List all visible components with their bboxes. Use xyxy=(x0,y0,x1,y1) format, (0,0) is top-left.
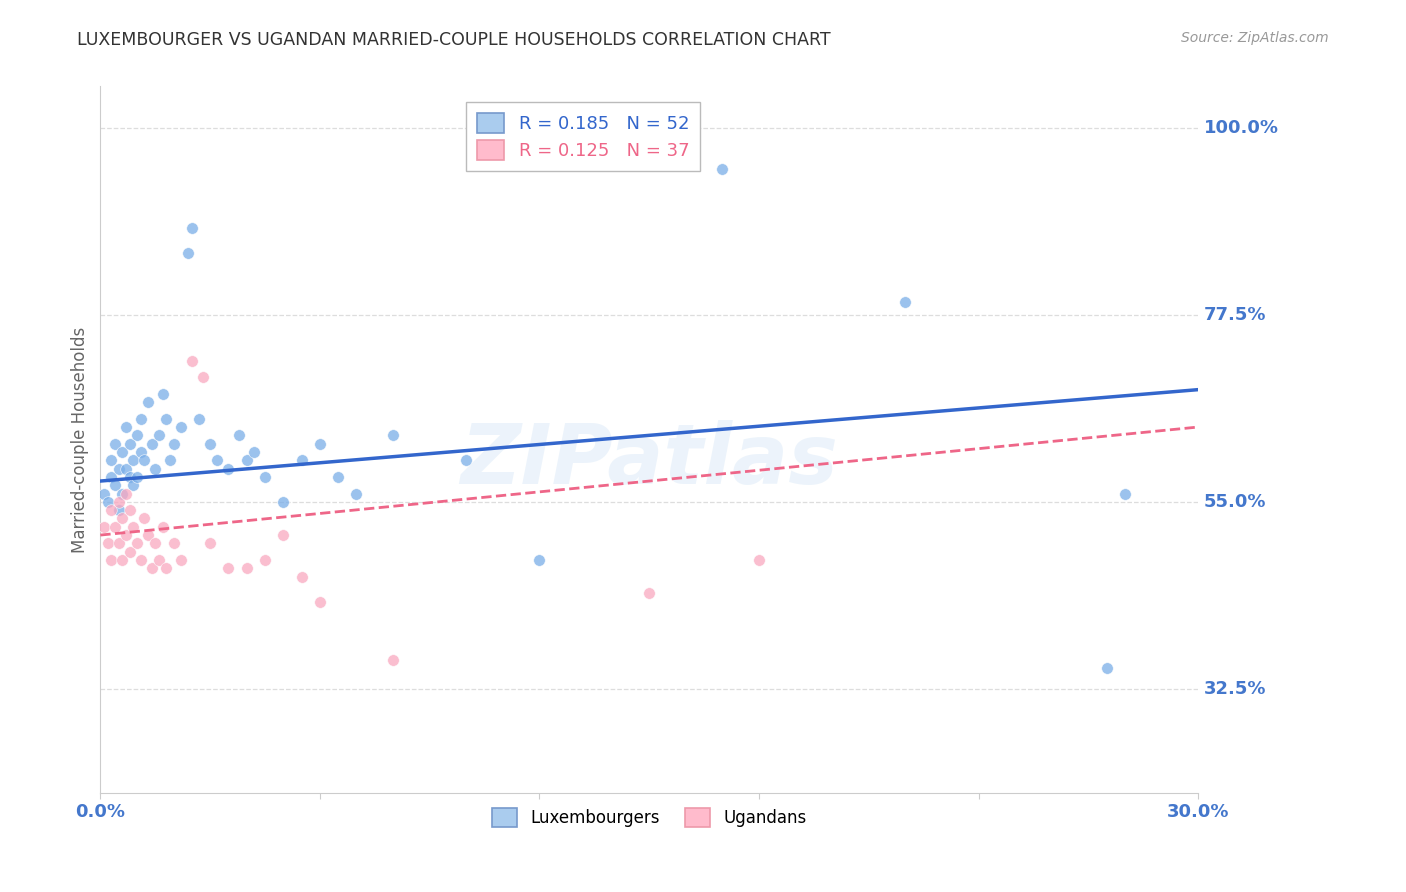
Point xyxy=(162,536,184,550)
Point xyxy=(159,453,181,467)
Text: 32.5%: 32.5% xyxy=(1204,680,1265,698)
Point xyxy=(155,561,177,575)
Point xyxy=(243,445,266,459)
Point xyxy=(529,553,551,567)
Point xyxy=(115,420,138,434)
Point xyxy=(711,162,734,177)
Point xyxy=(129,445,152,459)
Point xyxy=(346,486,368,500)
Point xyxy=(118,503,141,517)
Point xyxy=(104,478,127,492)
Point xyxy=(129,553,152,567)
Point xyxy=(115,528,138,542)
Point xyxy=(118,544,141,558)
Point xyxy=(118,470,141,484)
Point xyxy=(115,486,138,500)
Point xyxy=(107,536,129,550)
Point xyxy=(291,569,314,583)
Point xyxy=(152,520,174,534)
Point xyxy=(134,511,156,525)
Text: 55.0%: 55.0% xyxy=(1204,492,1265,511)
Point xyxy=(104,520,127,534)
Point xyxy=(1114,486,1136,500)
Point xyxy=(136,528,159,542)
Point xyxy=(111,486,134,500)
Point xyxy=(104,436,127,450)
Legend: Luxembourgers, Ugandans: Luxembourgers, Ugandans xyxy=(485,802,813,834)
Text: 100.0%: 100.0% xyxy=(1204,119,1278,136)
Point xyxy=(271,528,294,542)
Point xyxy=(141,436,163,450)
Point xyxy=(271,495,294,509)
Point xyxy=(180,220,202,235)
Point xyxy=(191,370,214,384)
Point xyxy=(748,553,770,567)
Point xyxy=(228,428,250,442)
Point xyxy=(253,470,276,484)
Point xyxy=(180,353,202,368)
Point xyxy=(125,428,148,442)
Point xyxy=(93,486,115,500)
Point xyxy=(1095,661,1118,675)
Point xyxy=(152,386,174,401)
Text: 77.5%: 77.5% xyxy=(1204,306,1265,324)
Point xyxy=(235,561,257,575)
Point xyxy=(107,461,129,475)
Point xyxy=(129,411,152,425)
Point xyxy=(382,653,405,667)
Y-axis label: Married-couple Households: Married-couple Households xyxy=(72,326,89,553)
Point xyxy=(198,536,221,550)
Point xyxy=(253,553,276,567)
Point xyxy=(235,453,257,467)
Point xyxy=(894,295,917,310)
Point xyxy=(125,470,148,484)
Point xyxy=(143,461,166,475)
Point xyxy=(155,411,177,425)
Point xyxy=(170,420,193,434)
Point xyxy=(111,445,134,459)
Point xyxy=(143,536,166,550)
Text: Source: ZipAtlas.com: Source: ZipAtlas.com xyxy=(1181,31,1329,45)
Point xyxy=(134,453,156,467)
Point xyxy=(162,436,184,450)
Point xyxy=(107,503,129,517)
Point xyxy=(207,453,229,467)
Point xyxy=(198,436,221,450)
Point xyxy=(111,553,134,567)
Text: LUXEMBOURGER VS UGANDAN MARRIED-COUPLE HOUSEHOLDS CORRELATION CHART: LUXEMBOURGER VS UGANDAN MARRIED-COUPLE H… xyxy=(77,31,831,49)
Point xyxy=(97,536,120,550)
Point xyxy=(217,561,239,575)
Point xyxy=(107,495,129,509)
Point xyxy=(177,245,200,260)
Point xyxy=(122,478,145,492)
Point xyxy=(141,561,163,575)
Point xyxy=(217,461,239,475)
Point xyxy=(328,470,350,484)
Point xyxy=(638,586,661,600)
Point xyxy=(170,553,193,567)
Point xyxy=(136,395,159,409)
Text: ZIPatlas: ZIPatlas xyxy=(460,420,838,501)
Point xyxy=(188,411,211,425)
Point xyxy=(122,453,145,467)
Point xyxy=(148,428,170,442)
Point xyxy=(122,520,145,534)
Point xyxy=(100,503,122,517)
Point xyxy=(118,436,141,450)
Point xyxy=(148,553,170,567)
Point xyxy=(111,511,134,525)
Point xyxy=(382,428,405,442)
Point xyxy=(100,553,122,567)
Point xyxy=(125,536,148,550)
Point xyxy=(115,461,138,475)
Point xyxy=(456,453,478,467)
Point xyxy=(309,436,332,450)
Point xyxy=(100,453,122,467)
Point xyxy=(100,470,122,484)
Point xyxy=(97,495,120,509)
Point xyxy=(93,520,115,534)
Point xyxy=(309,594,332,608)
Point xyxy=(291,453,314,467)
